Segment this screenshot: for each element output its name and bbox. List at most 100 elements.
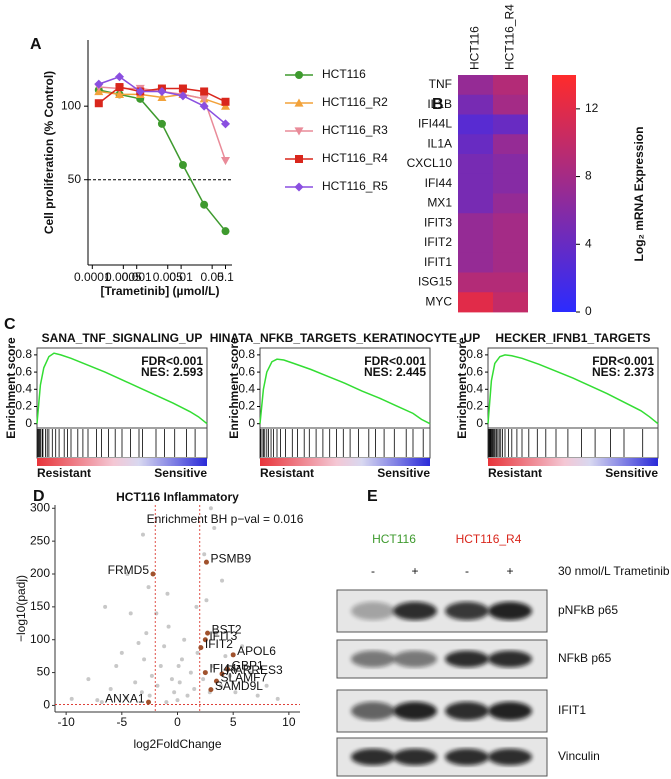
gene-label: IFIT2: [205, 637, 233, 651]
colorbar-tick-label: 0: [585, 304, 592, 318]
data-point: [295, 71, 303, 79]
gene-point: [188, 670, 193, 675]
data-point: [115, 89, 125, 99]
data-point: [295, 155, 303, 163]
high-label: Sensitive: [154, 466, 207, 480]
band: [445, 701, 489, 721]
heatmap-cell: [493, 193, 528, 214]
y-tick-label: 100: [61, 98, 81, 112]
row-label: IFI44: [425, 176, 453, 190]
gene-label: SLAMF7: [220, 670, 267, 684]
data-point: [294, 182, 304, 192]
highlighted-gene: [213, 678, 219, 684]
band: [393, 601, 437, 621]
y-tick-label: 0.8: [466, 347, 483, 361]
data-point: [294, 127, 304, 136]
gene-point: [95, 698, 100, 703]
y-tick-label: 0: [248, 416, 255, 430]
protein-label: Vinculin: [558, 749, 600, 763]
y-tick-label: 50: [37, 665, 51, 679]
statistic: FDR<0.001: [592, 354, 654, 368]
gene-point: [172, 690, 177, 695]
enrichment-curve: [487, 354, 659, 425]
protein-label: IFIT1: [558, 703, 586, 717]
gene-point: [128, 611, 133, 616]
y-tick-label: 0.4: [15, 381, 32, 395]
gene-point: [240, 644, 245, 649]
band: [445, 748, 489, 766]
y-axis-label: Enrichment score: [227, 337, 241, 439]
gene-label: RARRES3: [226, 663, 283, 677]
gene-point: [144, 631, 149, 636]
low-label: Resistant: [260, 466, 314, 480]
heatmap-cell: [493, 233, 528, 254]
annotation: Enrichment BH p−val = 0.016: [147, 512, 304, 526]
gene-point: [223, 654, 228, 659]
plot-title: HINATA_NFKB_TARGETS_KERATINOCYTE_UP: [210, 331, 480, 345]
x-tick-label: 0.05: [200, 270, 224, 284]
gene-point: [119, 650, 124, 655]
gene-point: [218, 683, 223, 688]
data-point: [221, 227, 230, 236]
gene-label: PSMB9: [210, 551, 251, 565]
gene-point: [211, 664, 216, 668]
cell-line-label: HCT116_R4: [456, 532, 522, 546]
heatmap-cell: [493, 134, 528, 155]
x-tick-label: 0.01: [169, 270, 193, 284]
y-axis-label: −log10(padj): [14, 575, 28, 642]
heatmap-cell: [458, 114, 493, 135]
row-label: IL1A: [427, 136, 452, 150]
gene-point: [169, 677, 174, 682]
band: [351, 650, 395, 668]
x-tick-label: 5: [230, 715, 237, 729]
band: [488, 748, 532, 766]
statistic: FDR<0.001: [141, 354, 203, 368]
gene-point: [264, 683, 269, 688]
row-label: IFIT2: [424, 235, 452, 249]
hit-frame: [487, 427, 659, 459]
low-label: Resistant: [37, 466, 91, 480]
y-axis-label: Enrichment score: [4, 337, 18, 439]
gene-point: [233, 690, 238, 695]
treatment-label: 30 nmol/L Trametinib: [558, 564, 670, 578]
data-point: [221, 156, 231, 166]
y-tick-label: 250: [30, 533, 50, 547]
plot-title: HECKER_IFNB1_TARGETS: [495, 331, 650, 345]
gene-point: [162, 644, 167, 649]
gene-label: IFIT3: [209, 629, 237, 643]
y-tick-label: 0.2: [466, 399, 483, 413]
y-tick-label: 0.6: [466, 364, 483, 378]
x-tick-label: 0.005: [153, 270, 183, 284]
y-tick-label: 0.6: [15, 364, 32, 378]
heatmap-cell: [458, 193, 493, 214]
gene-point: [133, 680, 138, 685]
statistic: NES: 2.373: [592, 365, 654, 379]
gene-point: [220, 578, 225, 583]
gene-point: [275, 696, 280, 701]
gene-point: [214, 631, 219, 636]
highlighted-gene: [146, 699, 152, 705]
y-axis-label: Enrichment score: [455, 337, 469, 439]
gene-point: [69, 696, 74, 701]
band: [445, 601, 489, 621]
highlighted-gene: [202, 637, 208, 643]
highlighted-gene: [202, 670, 208, 676]
heatmap-cell: [458, 292, 493, 313]
data-point: [178, 161, 187, 169]
highlighted-gene: [225, 666, 231, 672]
heatmap-cell: [458, 94, 493, 115]
gene-point: [114, 664, 119, 668]
heatmap-cell: [493, 252, 528, 273]
gene-label: IFI44: [209, 662, 237, 676]
y-tick-label: 0.2: [238, 399, 255, 413]
band: [351, 601, 395, 621]
gene-point: [182, 637, 187, 642]
gene-point: [247, 670, 252, 675]
treatment-sign: +: [506, 564, 513, 578]
band: [393, 748, 437, 766]
heatmap-cell: [493, 213, 528, 234]
y-tick-label: 100: [30, 632, 50, 646]
highlighted-gene: [230, 652, 236, 658]
rank-bar: [260, 458, 430, 466]
